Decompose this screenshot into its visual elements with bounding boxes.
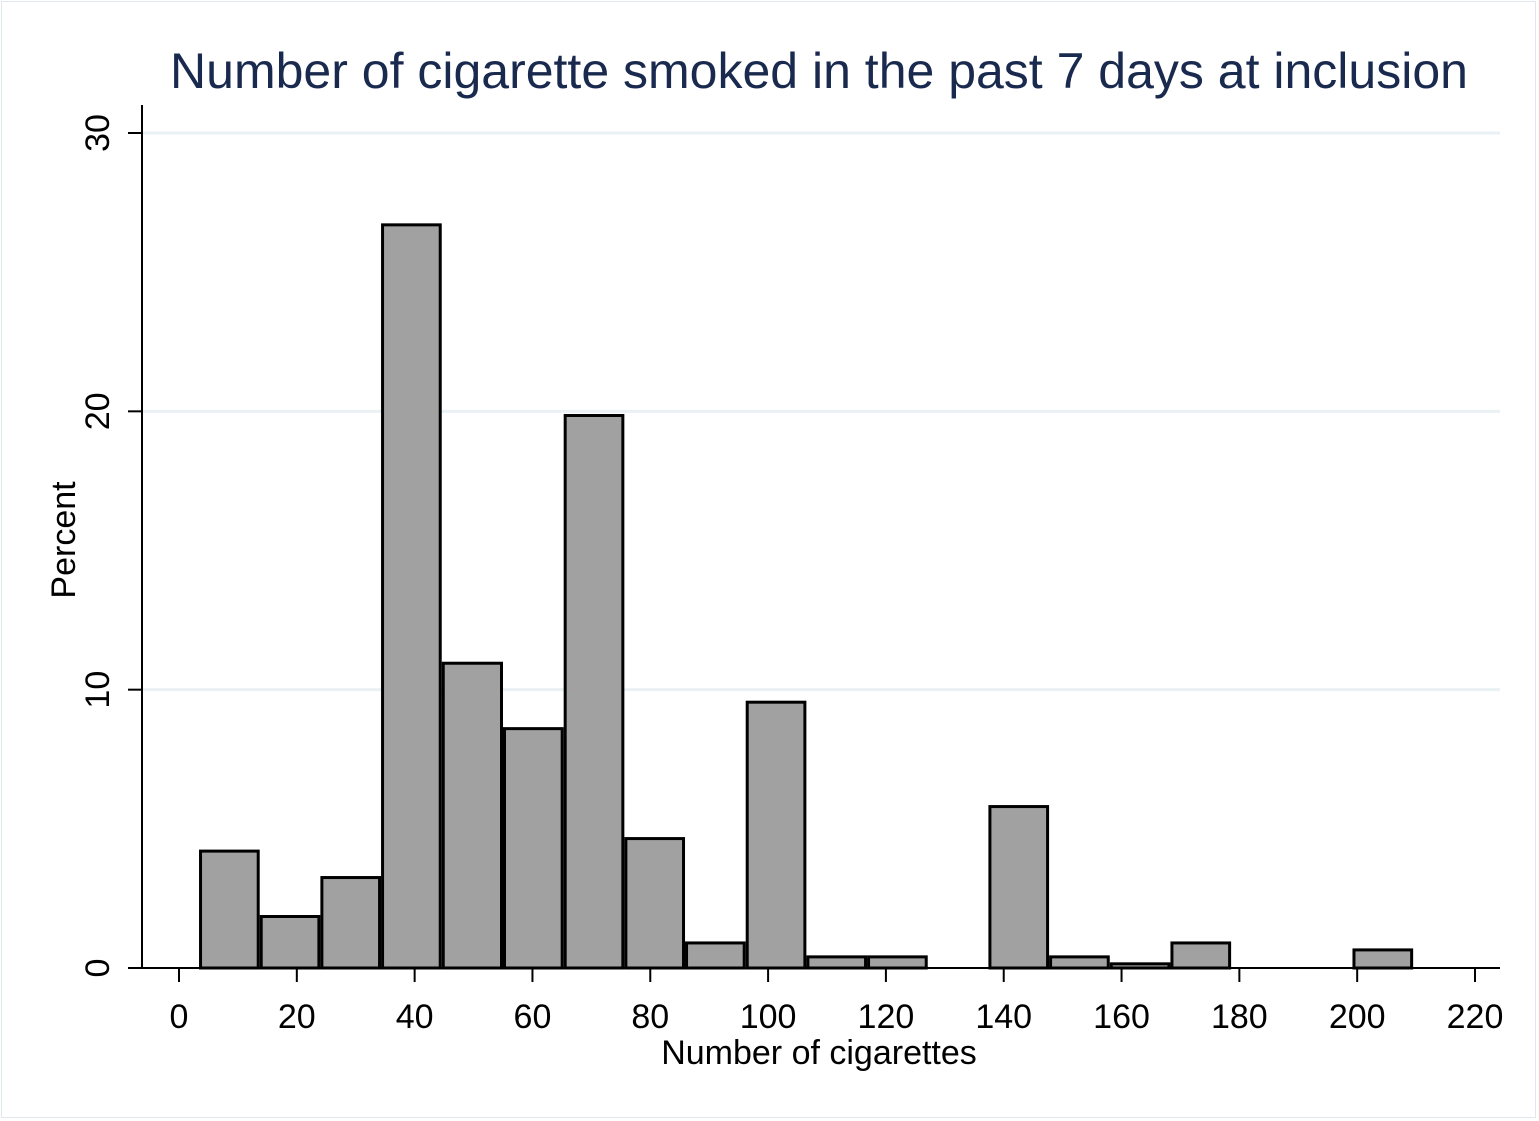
x-tick-label: 180 [1211, 998, 1268, 1036]
histogram-bar [320, 876, 382, 970]
histogram-bar [563, 414, 625, 970]
histogram-bar [1352, 948, 1414, 970]
histogram-bar [503, 727, 564, 970]
histogram-bar [685, 941, 746, 970]
x-tick-label: 200 [1329, 998, 1386, 1036]
y-axis: 0 10 20 30 [79, 105, 143, 978]
histogram-bar [1170, 941, 1232, 970]
y-axis-label: Percent [45, 481, 83, 599]
histogram-bar [259, 915, 321, 970]
x-tick-label: 40 [396, 998, 434, 1036]
x-axis-label: Number of cigarettes [661, 1034, 977, 1072]
y-tick-label: 10 [79, 671, 117, 709]
x-tick-label: 0 [170, 998, 189, 1036]
histogram-bar [624, 837, 686, 970]
histogram-bar [1049, 955, 1110, 970]
gridlines [142, 131, 1500, 692]
histogram-bar [381, 223, 442, 970]
x-tick-label: 160 [1093, 998, 1150, 1036]
y-tick-label: 20 [79, 392, 117, 430]
histogram-bar [441, 661, 504, 970]
x-tick-label: 60 [514, 998, 552, 1036]
x-tick-label: 80 [631, 998, 669, 1036]
x-tick-label: 220 [1447, 998, 1504, 1036]
histogram-bar [806, 955, 868, 970]
histogram-bars [199, 223, 1414, 970]
x-tick-label: 20 [278, 998, 316, 1036]
histogram-bar [867, 955, 928, 970]
y-tick-label: 0 [79, 959, 117, 978]
x-axis: 0 20 40 60 80 100 120 140 160 180 200 220 [128, 967, 1504, 1036]
histogram-bar [745, 700, 807, 970]
x-tick-label: 100 [740, 998, 797, 1036]
y-tick-label: 30 [79, 114, 117, 152]
histogram-bar [199, 849, 260, 970]
histogram-bar [988, 805, 1050, 970]
x-tick-label: 120 [858, 998, 915, 1036]
chart-title: Number of cigarette smoked in the past 7… [170, 43, 1468, 99]
x-tick-label: 140 [975, 998, 1032, 1036]
